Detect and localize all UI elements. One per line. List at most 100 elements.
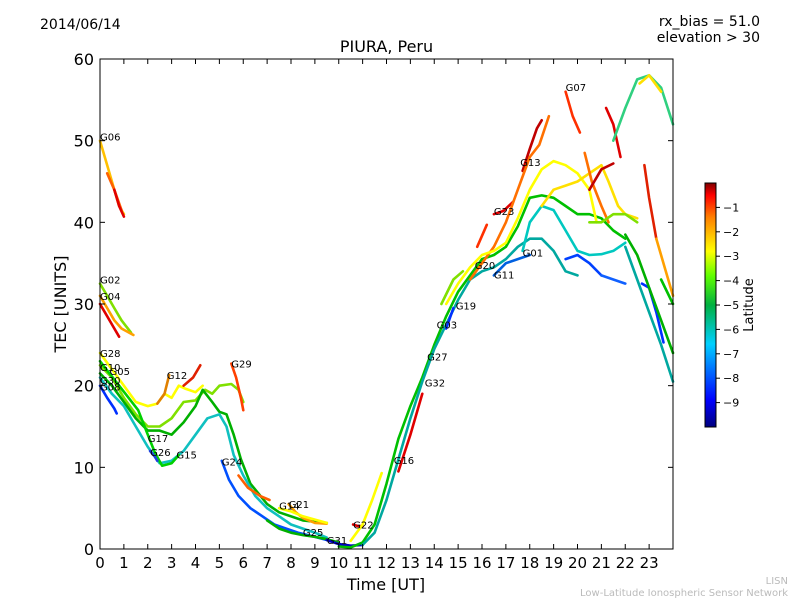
satellite-label: G28: [100, 349, 120, 360]
credit-long: Low-Latitude Ionospheric Sensor Network: [580, 588, 788, 599]
tec-trace-26: [444, 306, 455, 330]
tec-trace-10: [230, 362, 245, 412]
satellite-label: G10: [100, 363, 120, 374]
tec-trace-24: [337, 194, 627, 549]
satellite-label: G05: [110, 367, 130, 378]
satellite-label: G26: [150, 448, 170, 459]
y-axis-label: TEC [UNITS]: [51, 256, 70, 354]
satellite-label: G02: [100, 276, 120, 287]
colorbar-label: Latitude: [742, 278, 757, 332]
x-tick-label: 7: [262, 554, 272, 572]
colorbar-tick-label: −5: [723, 299, 739, 312]
y-tick-label: 0: [84, 540, 94, 559]
x-tick-label: 12: [377, 554, 396, 572]
satellite-label: G17: [148, 434, 168, 445]
satellite-label: G04: [100, 292, 120, 303]
satellite-label: G14: [279, 502, 299, 513]
colorbar-tick-label: −2: [723, 226, 739, 239]
x-tick-label: 4: [191, 554, 201, 572]
plot-area: [100, 59, 673, 549]
x-tick-label: 1: [119, 554, 129, 572]
satellite-label: G19: [456, 302, 476, 313]
tec-trace-32: [444, 159, 598, 306]
tec-trace-3: [98, 282, 133, 334]
x-tick-label: 14: [425, 554, 444, 572]
x-tick-label: 21: [592, 554, 611, 572]
satellite-label: G21: [289, 500, 309, 511]
chart-title: PIURA, Peru: [339, 37, 434, 56]
satellite-label: G13: [520, 158, 540, 169]
colorbar-tick-label: −9: [723, 397, 739, 410]
tec-trace-12: [98, 376, 329, 539]
satellite-label: G16: [394, 456, 414, 467]
y-tick-label: 30: [74, 295, 94, 314]
tec-trace-35: [492, 253, 532, 277]
colorbar-tick-label: −7: [723, 348, 739, 361]
colorbar-tick-label: −6: [723, 323, 739, 336]
tec-trace-48: [624, 245, 675, 383]
colorbar-tick-label: −4: [723, 275, 739, 288]
satellite-label: G24: [222, 458, 242, 469]
x-tick-label: 16: [472, 554, 491, 572]
satellite-label: G25: [303, 528, 323, 539]
tec-trace-15: [148, 449, 159, 463]
y-tick-label: 20: [74, 377, 94, 396]
tec-trace-2: [113, 188, 126, 218]
tec-trace-5: [98, 302, 121, 338]
satellite-label: G31: [327, 536, 347, 547]
satellite-label: G01: [523, 249, 543, 260]
tec-trace-28: [475, 223, 489, 249]
tec-trace-9: [98, 364, 245, 428]
tec-trace-11: [98, 372, 329, 525]
x-tick-label: 19: [544, 554, 563, 572]
x-tick-label: 10: [329, 554, 348, 572]
tec-trace-47: [624, 233, 675, 355]
x-tick-label: 2: [143, 554, 153, 572]
x-tick-label: 0: [95, 554, 105, 572]
tec-trace-30: [521, 119, 543, 173]
elevation-label: elevation > 30: [656, 30, 760, 46]
colorbar: [704, 182, 717, 428]
satellite-label: G12: [167, 371, 187, 382]
x-tick-label: 8: [286, 554, 296, 572]
x-tick-label: 3: [167, 554, 177, 572]
y-tick-label: 40: [74, 213, 94, 232]
tec-trace-8: [182, 364, 202, 387]
satellite-label: G30: [100, 376, 120, 387]
tec-trace-49: [643, 163, 658, 240]
satellite-label: G06: [100, 133, 120, 144]
satellite-label: G11: [494, 271, 514, 282]
series-layer: [98, 74, 675, 549]
satellite-label: G29: [231, 360, 251, 371]
x-tick-label: 17: [496, 554, 515, 572]
tec-trace-45: [600, 274, 627, 285]
colorbar-tick-label: −8: [723, 372, 739, 385]
x-axis-label: Time [UT]: [346, 575, 425, 594]
x-tick-label: 5: [215, 554, 225, 572]
tec-trace-50: [655, 237, 675, 298]
x-tick-label: 20: [568, 554, 587, 572]
y-tick-label: 10: [74, 458, 94, 477]
axis-ticks: 0 1 2 3 4 5 6 7 8 9 10 11 12 13 14 15 16 17 18 19 20 21 22 2301…: [74, 50, 673, 572]
tec-trace-42: [612, 74, 675, 142]
y-tick-label: 60: [74, 50, 94, 69]
tec-trace-7: [156, 373, 171, 405]
tec-trace-38: [583, 151, 610, 224]
tec-trace-51: [659, 278, 675, 306]
x-tick-label: 6: [238, 554, 248, 572]
tec-trace-34: [521, 204, 627, 257]
satellite-label: G03: [437, 320, 457, 331]
y-tick-label: 50: [74, 132, 94, 151]
tec-trace-29: [492, 200, 515, 216]
tec-trace-44: [564, 253, 603, 277]
satellite-label: G15: [176, 450, 196, 461]
x-tick-label: 23: [640, 554, 659, 572]
tec-trace-37: [564, 90, 582, 134]
x-tick-label: 18: [520, 554, 539, 572]
tec-trace-20: [277, 506, 329, 525]
credit: LISN Low-Latitude Ionospheric Sensor Net…: [580, 576, 788, 600]
tec-trace-40: [588, 162, 615, 191]
satellite-label: G20: [475, 261, 495, 272]
tec-trace-36: [540, 163, 639, 220]
